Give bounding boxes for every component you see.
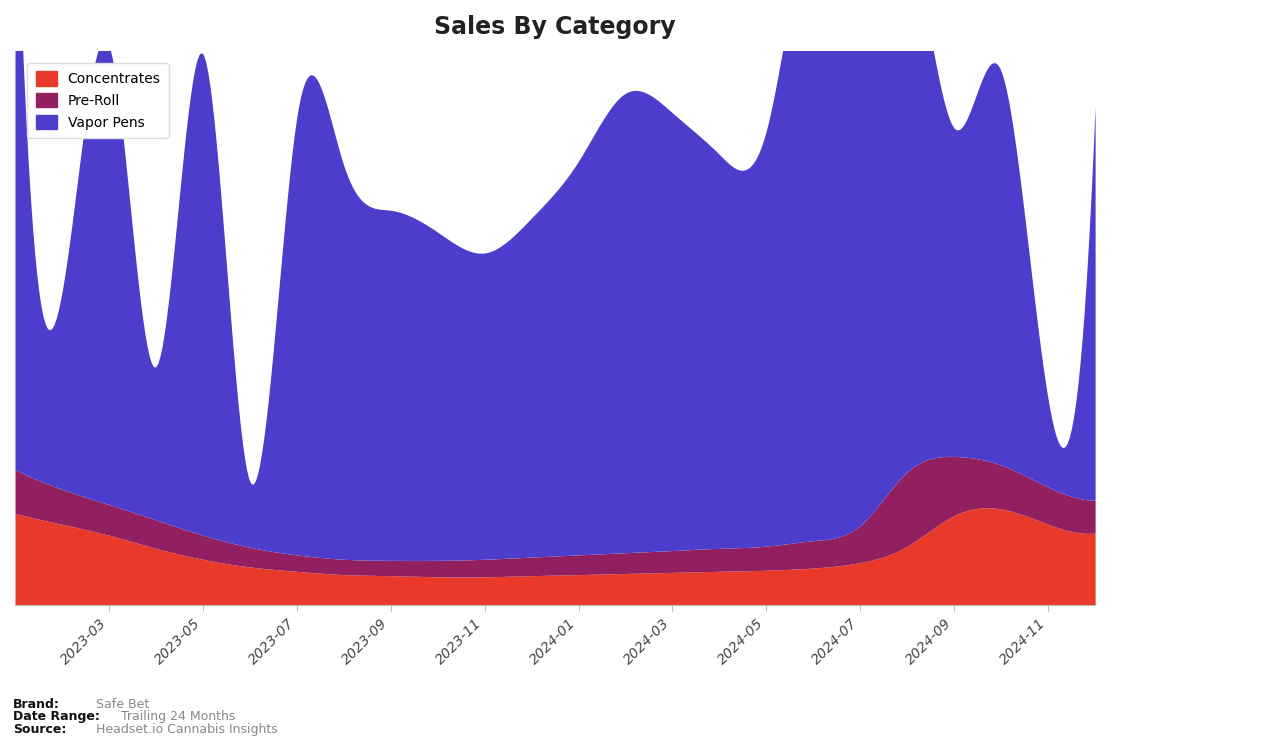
Text: Trailing 24 Months: Trailing 24 Months bbox=[121, 711, 236, 723]
Text: Date Range:: Date Range: bbox=[13, 711, 100, 723]
Text: Source:: Source: bbox=[13, 723, 66, 736]
Text: Brand:: Brand: bbox=[13, 698, 60, 711]
Text: Safe Bet: Safe Bet bbox=[96, 698, 149, 711]
Text: Headset.io Cannabis Insights: Headset.io Cannabis Insights bbox=[96, 723, 277, 736]
Title: Sales By Category: Sales By Category bbox=[434, 15, 676, 39]
Legend: Concentrates, Pre-Roll, Vapor Pens: Concentrates, Pre-Roll, Vapor Pens bbox=[27, 63, 168, 138]
